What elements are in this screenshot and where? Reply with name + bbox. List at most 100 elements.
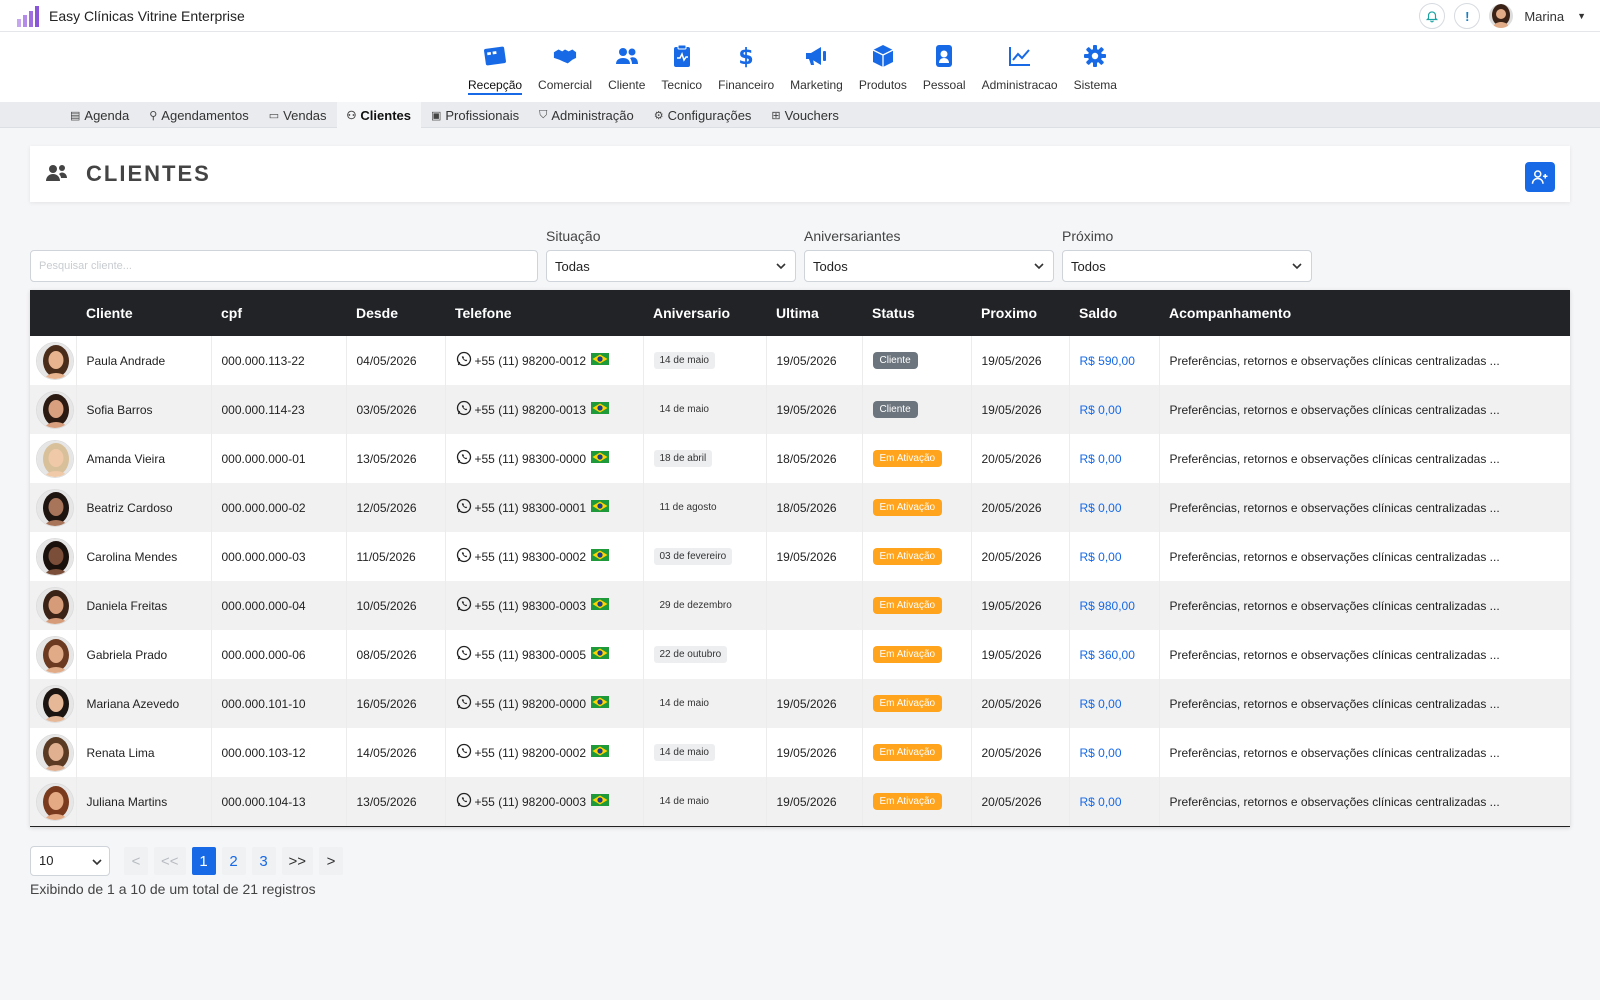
client-name[interactable]: Amanda Vieira bbox=[76, 434, 212, 483]
aniversariantes-select[interactable]: Todos bbox=[804, 250, 1054, 282]
module-pessoal[interactable]: Pessoal bbox=[915, 44, 974, 95]
header-cpf[interactable]: cpf bbox=[221, 305, 242, 321]
client-followup[interactable]: Preferências, retornos e observações clí… bbox=[1169, 402, 1500, 417]
client-phone[interactable]: +55 (11) 98200-0000 bbox=[474, 696, 587, 711]
header-acompanhamento[interactable]: Acompanhamento bbox=[1169, 305, 1292, 321]
header-desde[interactable]: Desde bbox=[356, 305, 399, 321]
table-row[interactable]: Daniela Freitas 000.000.000-04 10/05/2026 +… bbox=[30, 581, 1570, 630]
module-recepcao[interactable]: Recepção bbox=[460, 44, 530, 95]
whatsapp-icon[interactable] bbox=[456, 449, 472, 468]
table-row[interactable]: Sofia Barros 000.000.114-23 03/05/2026 +55 … bbox=[30, 385, 1570, 434]
client-name[interactable]: Mariana Azevedo bbox=[76, 679, 212, 728]
avatar[interactable] bbox=[36, 733, 74, 772]
client-name[interactable]: Sofia Barros bbox=[76, 385, 212, 434]
avatar[interactable] bbox=[36, 341, 74, 380]
page-1-button[interactable]: 1 bbox=[191, 847, 216, 875]
header-status[interactable]: Status bbox=[872, 305, 915, 321]
whatsapp-icon[interactable] bbox=[456, 645, 472, 664]
page-2-button[interactable]: 2 bbox=[221, 847, 246, 875]
client-balance[interactable]: R$ 360,00 bbox=[1069, 630, 1160, 679]
module-comercial[interactable]: Comercial bbox=[530, 44, 600, 95]
client-name[interactable]: Daniela Freitas bbox=[76, 581, 212, 630]
user-name[interactable]: Marina bbox=[1524, 8, 1565, 24]
tab-agenda[interactable]: ▤ Agenda bbox=[60, 102, 139, 128]
whatsapp-icon[interactable] bbox=[456, 498, 472, 517]
tab-administracao[interactable]: ⛉ Administração bbox=[529, 102, 644, 128]
table-row[interactable]: Gabriela Prado 000.000.000-06 08/05/2026 +5… bbox=[30, 630, 1570, 679]
last-page-button[interactable]: >> bbox=[281, 847, 314, 875]
whatsapp-icon[interactable] bbox=[456, 596, 472, 615]
header-telefone[interactable]: Telefone bbox=[455, 305, 512, 321]
avatar[interactable] bbox=[36, 537, 74, 576]
client-followup[interactable]: Preferências, retornos e observações clí… bbox=[1169, 696, 1500, 711]
page-size-select[interactable]: 10 bbox=[30, 846, 110, 876]
client-phone[interactable]: +55 (11) 98300-0001 bbox=[474, 500, 587, 515]
search-client-input[interactable] bbox=[30, 250, 538, 282]
module-marketing[interactable]: Marketing bbox=[782, 44, 851, 95]
situacao-select[interactable]: Todas bbox=[546, 250, 796, 282]
client-name[interactable]: Beatriz Cardoso bbox=[76, 483, 212, 532]
whatsapp-icon[interactable] bbox=[456, 351, 472, 370]
client-balance[interactable]: R$ 980,00 bbox=[1069, 581, 1160, 630]
client-balance[interactable]: R$ 0,00 bbox=[1069, 532, 1160, 581]
notifications-bell-icon[interactable] bbox=[1419, 3, 1446, 29]
header-ultima[interactable]: Ultima bbox=[776, 305, 819, 321]
client-name[interactable]: Juliana Martins bbox=[76, 777, 212, 826]
client-balance[interactable]: R$ 590,00 bbox=[1069, 336, 1160, 385]
table-row[interactable]: Paula Andrade 000.000.113-22 04/05/2026 +55… bbox=[30, 336, 1570, 385]
client-followup[interactable]: Preferências, retornos e observações clí… bbox=[1169, 598, 1500, 613]
client-followup[interactable]: Preferências, retornos e observações clí… bbox=[1169, 500, 1500, 515]
client-balance[interactable]: R$ 0,00 bbox=[1069, 777, 1160, 826]
table-row[interactable]: Renata Lima 000.000.103-12 14/05/2026 +55 (… bbox=[30, 728, 1570, 777]
tab-profissionais[interactable]: ▣ Profissionais bbox=[421, 102, 529, 128]
header-aniversario[interactable]: Aniversario bbox=[653, 305, 731, 321]
tab-vendas[interactable]: ▭ Vendas bbox=[259, 102, 337, 128]
client-phone[interactable]: +55 (11) 98300-0003 bbox=[474, 598, 587, 613]
client-balance[interactable]: R$ 0,00 bbox=[1069, 434, 1160, 483]
header-cliente[interactable]: Cliente bbox=[86, 305, 133, 321]
module-tecnico[interactable]: Tecnico bbox=[653, 44, 710, 95]
client-phone[interactable]: +55 (11) 98300-0000 bbox=[474, 451, 587, 466]
module-produtos[interactable]: Produtos bbox=[851, 44, 915, 95]
avatar[interactable] bbox=[36, 439, 74, 478]
tab-clientes[interactable]: ⚇ Clientes bbox=[336, 102, 421, 128]
whatsapp-icon[interactable] bbox=[456, 792, 472, 811]
client-phone[interactable]: +55 (11) 98300-0005 bbox=[474, 647, 587, 662]
page-3-button[interactable]: 3 bbox=[251, 847, 276, 875]
table-row[interactable]: Beatriz Cardoso 000.000.000-02 12/05/2026 +… bbox=[30, 483, 1570, 532]
proximo-select[interactable]: Todos bbox=[1062, 250, 1312, 282]
tab-configuracoes[interactable]: ⚙ Configurações bbox=[644, 102, 762, 128]
client-followup[interactable]: Preferências, retornos e observações clí… bbox=[1169, 451, 1500, 466]
avatar[interactable] bbox=[36, 390, 74, 429]
user-menu-caret-icon[interactable]: ▼ bbox=[1577, 11, 1586, 21]
avatar[interactable] bbox=[36, 782, 74, 821]
module-administracao[interactable]: Administracao bbox=[974, 44, 1066, 95]
client-phone[interactable]: +55 (11) 98200-0003 bbox=[474, 794, 587, 809]
client-name[interactable]: Paula Andrade bbox=[76, 336, 212, 385]
client-phone[interactable]: +55 (11) 98300-0002 bbox=[474, 549, 587, 564]
table-row[interactable]: Juliana Martins 000.000.104-13 13/05/2026 +… bbox=[30, 777, 1570, 826]
client-balance[interactable]: R$ 0,00 bbox=[1069, 679, 1160, 728]
client-followup[interactable]: Preferências, retornos e observações clí… bbox=[1169, 647, 1500, 662]
client-followup[interactable]: Preferências, retornos e observações clí… bbox=[1169, 745, 1500, 760]
alert-icon[interactable]: ! bbox=[1454, 3, 1481, 29]
next-page-button[interactable]: > bbox=[319, 847, 344, 875]
header-proximo[interactable]: Proximo bbox=[981, 305, 1038, 321]
whatsapp-icon[interactable] bbox=[456, 743, 472, 762]
client-name[interactable]: Carolina Mendes bbox=[76, 532, 212, 581]
whatsapp-icon[interactable] bbox=[456, 400, 472, 419]
client-phone[interactable]: +55 (11) 98200-0002 bbox=[474, 745, 587, 760]
client-balance[interactable]: R$ 0,00 bbox=[1069, 728, 1160, 777]
table-row[interactable]: Mariana Azevedo 000.000.101-10 16/05/2026 +… bbox=[30, 679, 1570, 728]
first-page-button[interactable]: << bbox=[154, 847, 186, 875]
module-financeiro[interactable]: $ Financeiro bbox=[710, 44, 782, 95]
avatar[interactable] bbox=[36, 635, 74, 674]
table-row[interactable]: Carolina Mendes 000.000.000-03 11/05/2026 +… bbox=[30, 532, 1570, 581]
client-balance[interactable]: R$ 0,00 bbox=[1069, 385, 1160, 434]
client-name[interactable]: Renata Lima bbox=[76, 728, 212, 777]
avatar[interactable] bbox=[36, 488, 74, 527]
client-followup[interactable]: Preferências, retornos e observações clí… bbox=[1169, 794, 1500, 809]
client-phone[interactable]: +55 (11) 98200-0013 bbox=[474, 402, 587, 417]
whatsapp-icon[interactable] bbox=[456, 694, 472, 713]
client-balance[interactable]: R$ 0,00 bbox=[1069, 483, 1160, 532]
